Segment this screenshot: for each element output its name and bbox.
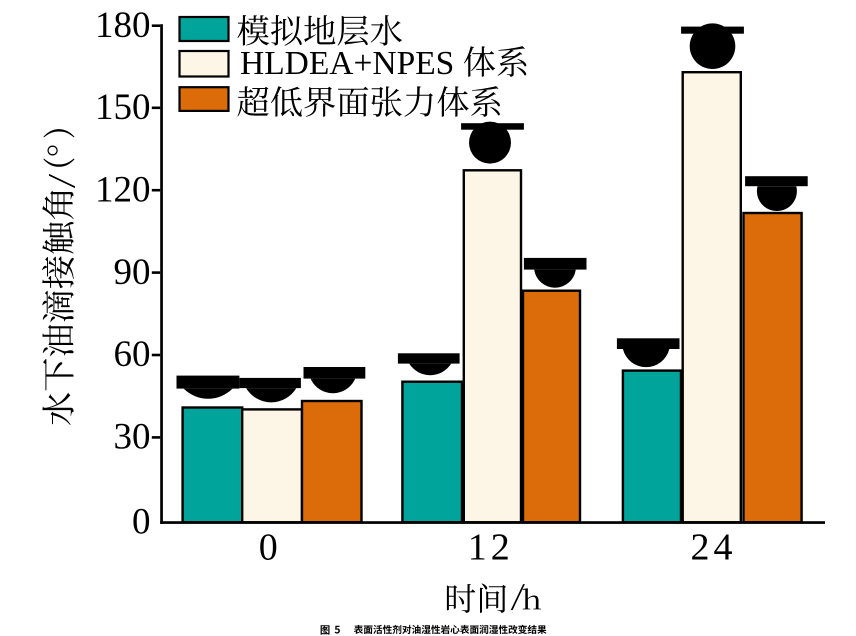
svg-text:0: 0	[132, 502, 151, 543]
svg-text:0: 0	[259, 527, 282, 569]
svg-text:180: 180	[95, 5, 151, 46]
svg-text:30: 30	[114, 417, 151, 458]
svg-text:120: 120	[95, 169, 151, 210]
svg-text:90: 90	[114, 252, 151, 293]
svg-text:150: 150	[95, 87, 151, 128]
svg-text:12: 12	[468, 527, 514, 569]
svg-text:60: 60	[114, 334, 151, 375]
svg-text:24: 24	[691, 527, 737, 569]
svg-text:HLDEA+NPES: HLDEA+NPES	[240, 45, 454, 82]
